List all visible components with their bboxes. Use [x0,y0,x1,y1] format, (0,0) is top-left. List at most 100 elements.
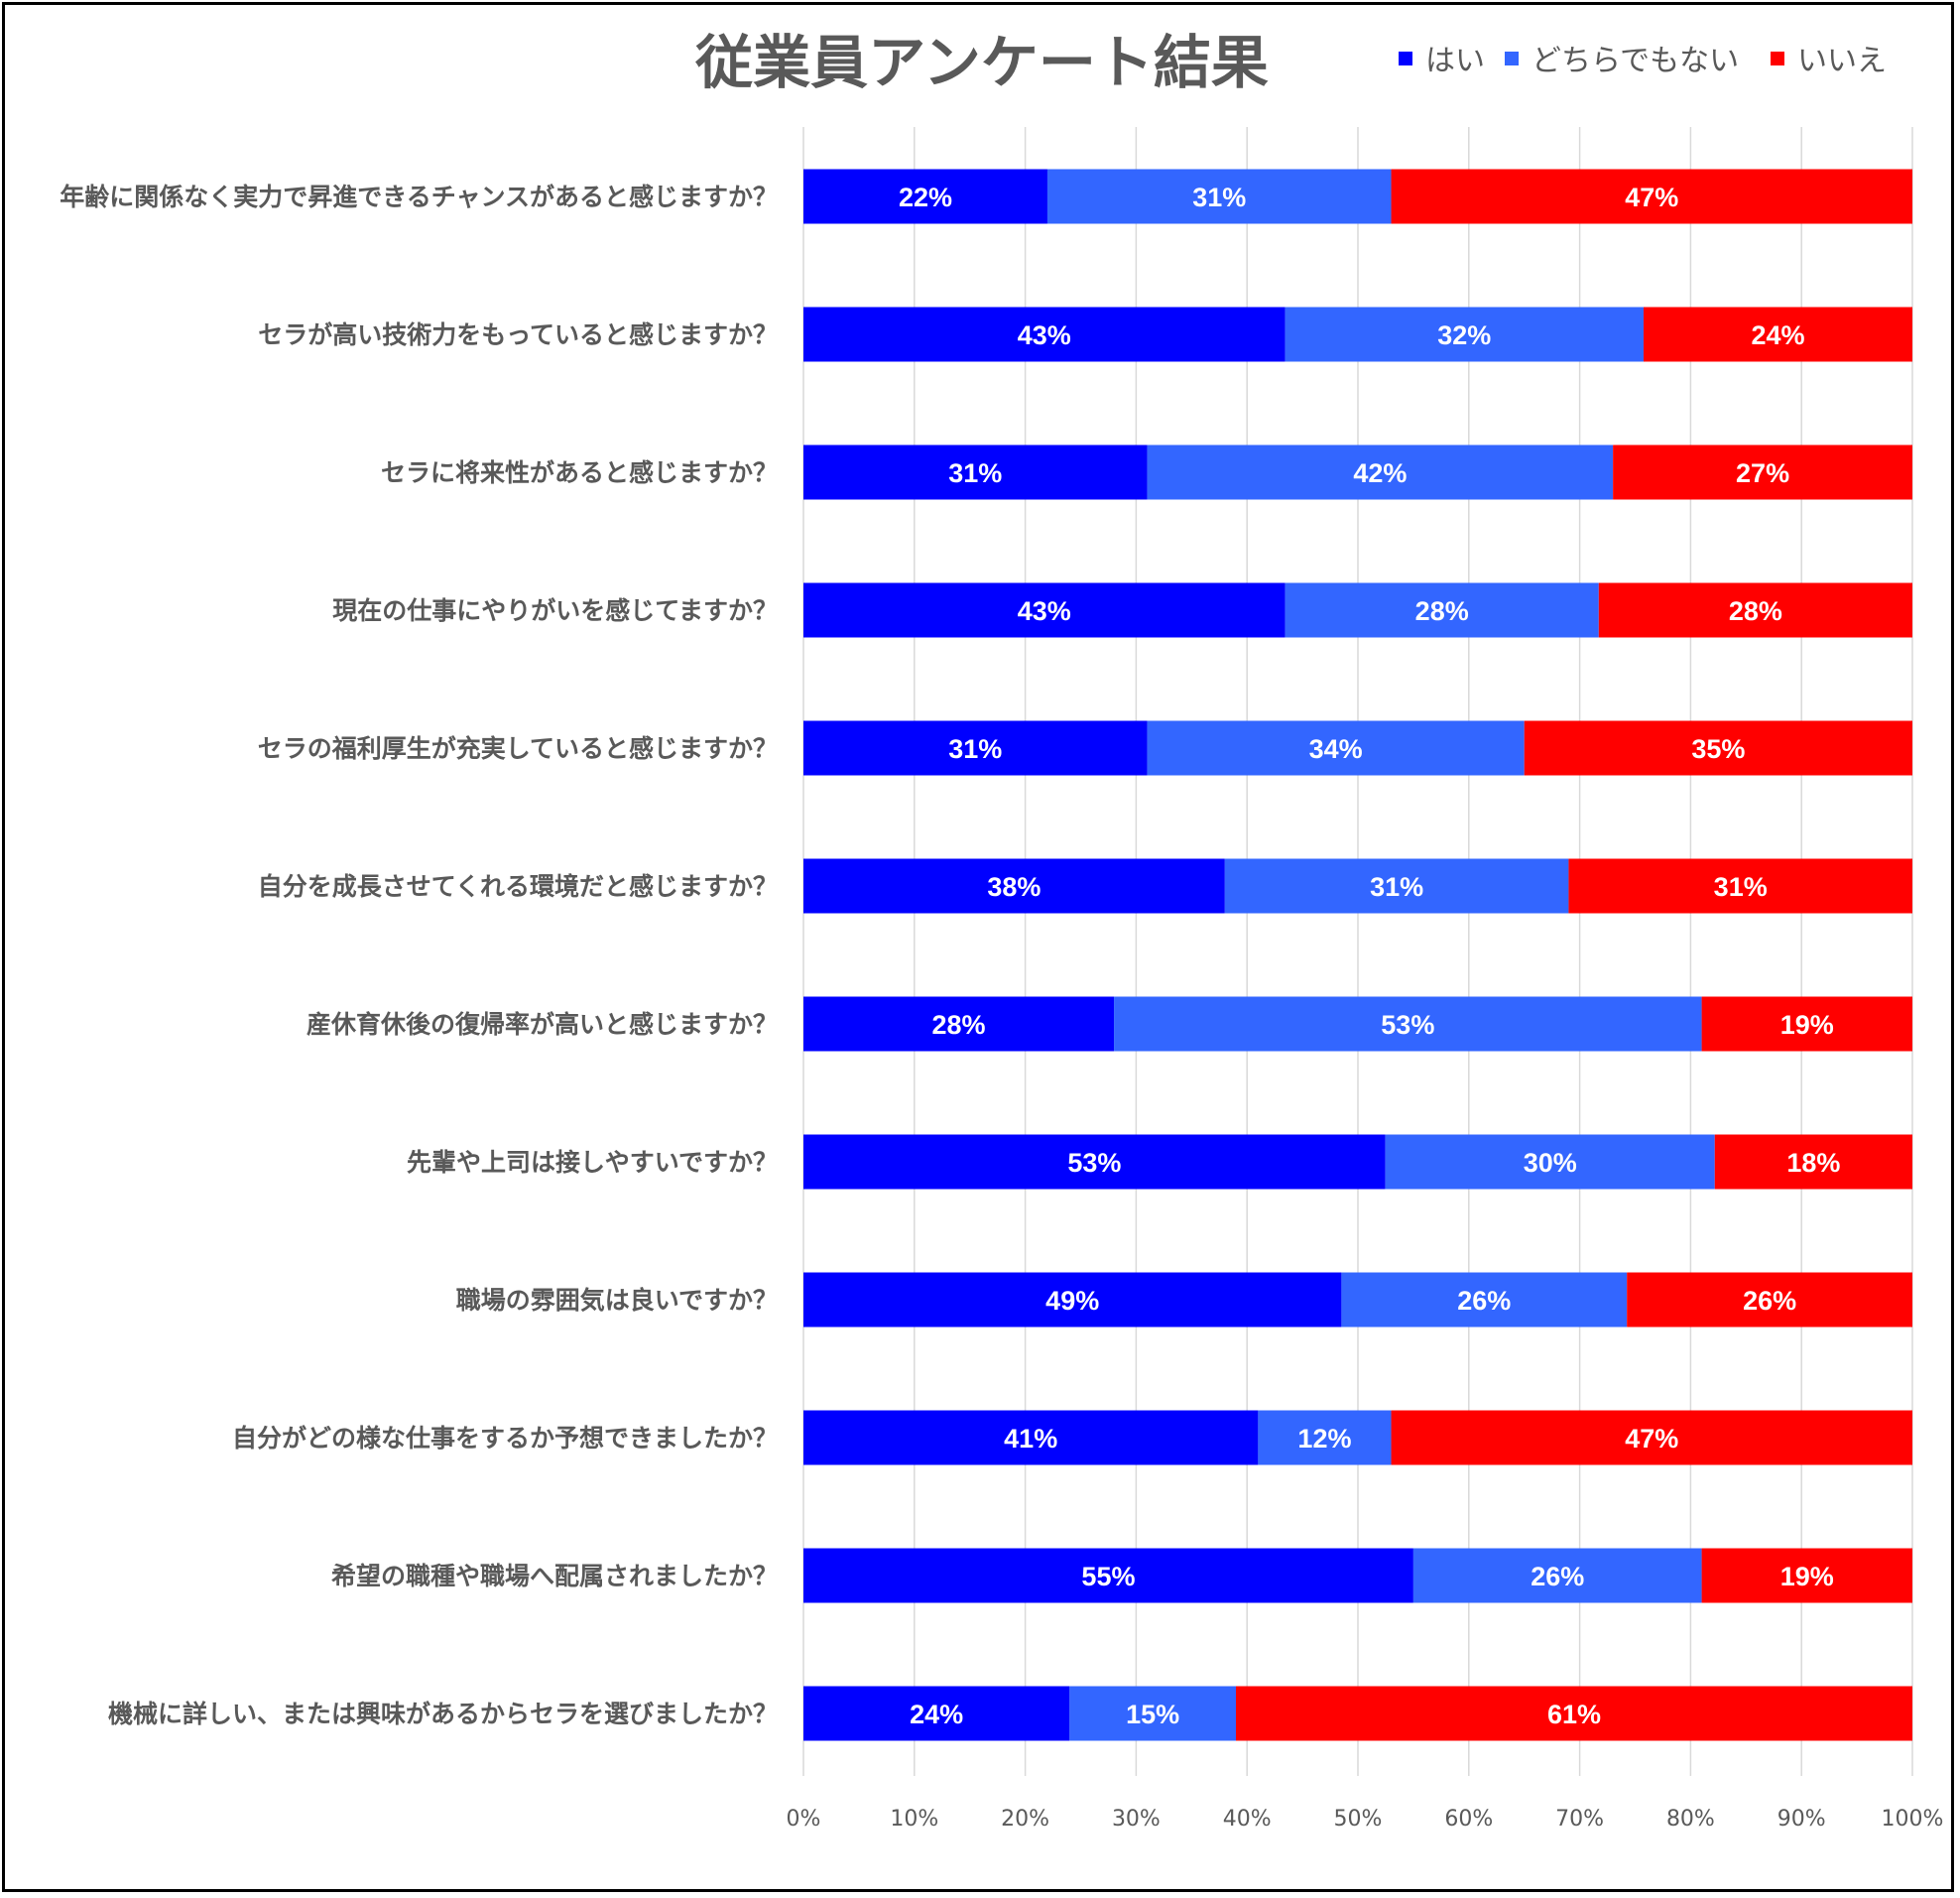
category-label: 現在の仕事にやりがいを感じてますか？ [332,596,778,625]
data-label: 31% [948,458,1002,488]
category-label: セラの福利厚生が充実していると感じますか？ [258,734,778,763]
data-label: 15% [1126,1700,1179,1729]
data-label: 24% [1751,320,1804,350]
legend-swatch [1505,52,1519,65]
x-tick-label: 80% [1666,1807,1715,1832]
category-label: 先輩や上司は接しやすいですか？ [407,1148,778,1177]
data-label: 26% [1743,1286,1796,1316]
data-label: 35% [1691,734,1745,764]
x-axis-tick-labels: 0% 10% 20% 30% 40% 50% 60% 70% 80% 90% 100% [787,1807,1944,1832]
data-label: 55% [1081,1562,1135,1591]
data-label: 61% [1547,1700,1601,1729]
data-label: 22% [899,183,952,212]
bar-segment [1568,858,1912,914]
data-label: 41% [1004,1424,1057,1454]
bar-segment [1114,996,1702,1052]
data-label: 31% [948,734,1002,764]
category-label: 自分がどの様な仕事をするか予想できましたか？ [232,1424,778,1453]
category-labels: 年齢に関係なく実力で昇進できるチャンスがあると感じますか？ セラが高い技術力をもっ… [60,183,778,1728]
bar-segment [1385,1134,1715,1190]
chart-title: 従業員アンケート結果 [694,29,1269,96]
legend-swatch [1771,52,1784,65]
bar-segment [803,996,1115,1052]
bar-segment [1701,996,1912,1052]
bar-segment [803,1134,1386,1190]
data-label: 30% [1524,1148,1577,1178]
data-label: 19% [1780,1562,1834,1591]
data-label: 26% [1531,1562,1584,1591]
x-tick-label: 90% [1777,1807,1826,1832]
data-label: 31% [1714,872,1768,902]
data-label: 18% [1786,1148,1840,1178]
bar-segment [1714,1134,1912,1190]
category-label: 機械に詳しい、または興味があるからセラを選びましたか？ [108,1700,778,1728]
x-tick-label: 30% [1112,1807,1161,1832]
data-label: 42% [1353,458,1407,488]
bar-segment [1391,1410,1912,1465]
category-label: 自分を成長させてくれる環境だと感じますか？ [258,872,778,901]
data-label: 31% [1192,183,1246,212]
data-label: 34% [1309,734,1363,764]
bar-segment [803,582,1286,638]
bar-segment [1285,582,1599,638]
bar-segment [1069,1686,1237,1741]
data-labels: 22% 31% 47% 43% 32% 24% 31% 42% 27% 43% 28% 28% 31% 3… [899,183,1840,1729]
legend: はい どちらでもない いいえ [1399,44,1887,78]
data-label: 12% [1297,1424,1351,1454]
data-label: 24% [910,1700,963,1729]
legend-label: いいえ [1797,44,1887,78]
bar-segment [803,307,1286,362]
bar-segment [803,1272,1342,1328]
legend-swatch [1399,52,1412,65]
gridlines [802,127,1913,1776]
bar-segment [1643,307,1912,362]
bar-segment [1627,1272,1912,1328]
bar-segment [803,1548,1413,1603]
bar-segment [1046,169,1392,224]
bar-segment [803,1686,1070,1741]
x-tick-label: 0% [787,1807,821,1832]
category-label: 希望の職種や職場へ配属されましたか？ [331,1562,778,1590]
bar-segment [1147,720,1525,776]
bar-segment [1147,444,1614,500]
x-tick-label: 40% [1223,1807,1272,1832]
bar-segment [803,1410,1259,1465]
data-label: 19% [1780,1010,1834,1040]
bar-segment [1236,1686,1912,1741]
bar-segment [1391,169,1912,224]
bar-segment [1524,720,1912,776]
data-label: 47% [1625,183,1678,212]
bar-segment [1285,307,1644,362]
x-tick-label: 70% [1555,1807,1604,1832]
x-tick-label: 20% [1001,1807,1049,1832]
data-label: 47% [1625,1424,1678,1454]
bar-segment [1224,858,1569,914]
bar-segment [803,444,1148,500]
data-label: 32% [1437,320,1491,350]
bar-segment [803,858,1225,914]
category-label: セラに将来性があると感じますか？ [381,458,778,487]
data-label: 38% [987,872,1041,902]
data-label: 49% [1045,1286,1099,1316]
data-label: 27% [1736,458,1789,488]
bar-segment [1258,1410,1392,1465]
x-tick-label: 10% [890,1807,938,1832]
bar-segment [803,169,1047,224]
legend-label: はい [1425,44,1485,78]
category-label: セラが高い技術力をもっていると感じますか？ [258,320,778,349]
legend-label: どちらでもない [1531,44,1739,78]
x-tick-label: 50% [1334,1807,1383,1832]
data-label: 53% [1067,1148,1121,1178]
data-label: 28% [1729,596,1782,626]
bar-segment [803,720,1148,776]
data-label: 53% [1381,1010,1434,1040]
data-label: 31% [1370,872,1423,902]
bar-segment [1412,1548,1702,1603]
data-label: 28% [931,1010,985,1040]
x-tick-label: 100% [1882,1807,1944,1832]
x-tick-label: 60% [1444,1807,1493,1832]
bars [803,169,1912,1741]
data-label: 28% [1415,596,1469,626]
data-label: 43% [1018,596,1071,626]
